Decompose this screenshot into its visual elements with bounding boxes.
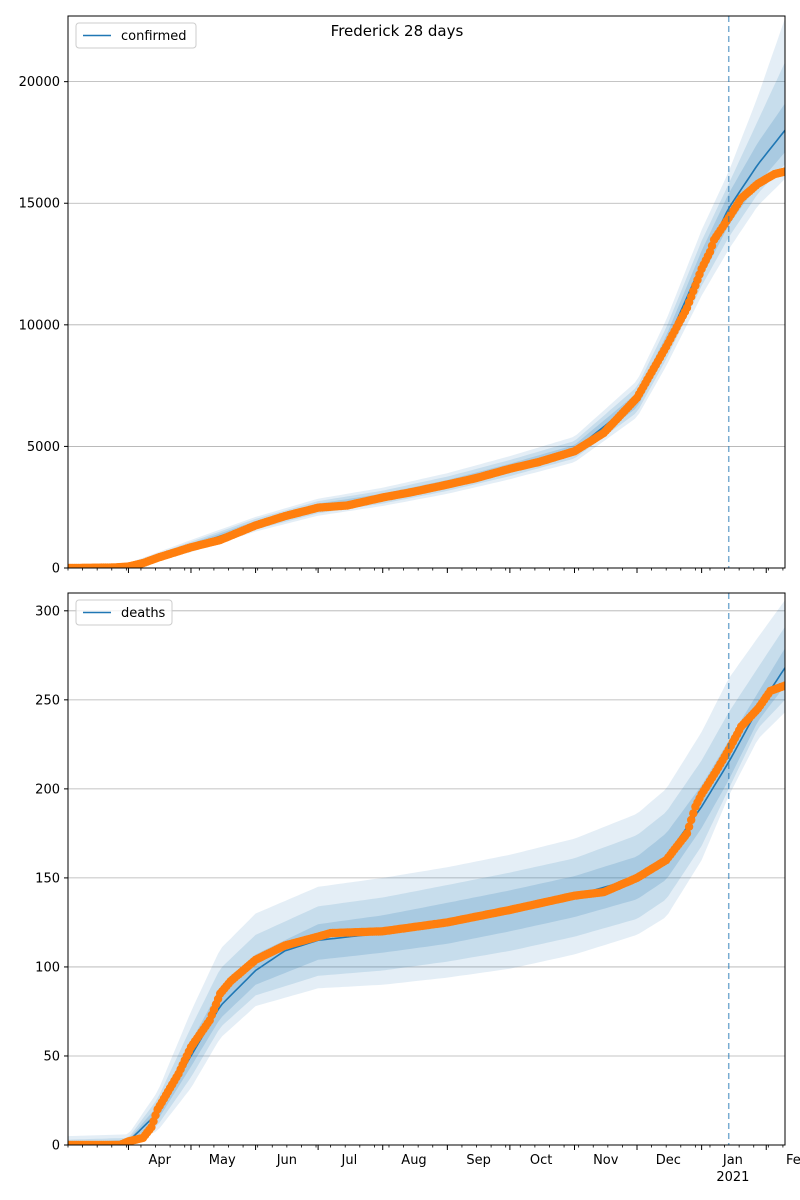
- observed-point: [689, 809, 698, 818]
- x-month-label: Apr: [148, 1153, 171, 1168]
- observed-point: [687, 815, 696, 825]
- observed-point: [682, 829, 692, 838]
- y-tick-label: 100: [35, 960, 60, 975]
- x-month-label: May: [209, 1153, 236, 1168]
- deaths-panel: 0 50 100 150 200 250 300 Apr May Jun Jul Aug Sep Oct N…: [35, 592, 800, 1185]
- y-tick-label: 200: [35, 782, 60, 797]
- x-month-label: Oct: [530, 1153, 552, 1168]
- uncertainty-band: [68, 600, 785, 1145]
- y-tick-label: 150: [35, 871, 60, 886]
- y-tick-label: 300: [35, 604, 60, 619]
- y-tick-label: 20000: [19, 75, 60, 90]
- y-tick-label: 10000: [19, 318, 60, 333]
- y-tick-label: 250: [35, 693, 60, 708]
- plot-area: [68, 18, 785, 568]
- x-month-label: Jul: [341, 1153, 358, 1168]
- axes-frame: [67, 15, 786, 569]
- legend-label: deaths: [121, 606, 166, 621]
- x-year-label: 2021: [716, 1170, 749, 1185]
- x-month-label: Feb: [786, 1153, 800, 1168]
- confirmed-panel: 0 5000 10000 15000 20000 confirmed: [19, 15, 786, 577]
- x-month-label: Nov: [593, 1153, 619, 1168]
- x-month-label: Sep: [466, 1153, 491, 1168]
- legend-label: confirmed: [121, 29, 187, 44]
- x-month-label: Jun: [276, 1153, 297, 1168]
- y-tick-label: 0: [52, 1139, 60, 1154]
- x-month-label: Aug: [401, 1153, 426, 1168]
- x-month-label: Jan: [722, 1153, 743, 1168]
- y-tick-label: 50: [43, 1049, 60, 1064]
- chart-title: Frederick 28 days: [331, 22, 464, 40]
- y-tick-label: 0: [52, 562, 60, 577]
- observed-point: [684, 822, 694, 831]
- x-month-label: Dec: [656, 1153, 681, 1168]
- observed-point: [780, 681, 785, 690]
- legend-box: [75, 599, 173, 626]
- axes-frame: [67, 592, 786, 1146]
- plot-area: [68, 600, 785, 1145]
- y-tick-label: 15000: [19, 197, 60, 212]
- observed-point: [780, 167, 785, 176]
- y-tick-label: 5000: [27, 440, 60, 455]
- legend-box: [75, 22, 197, 49]
- uncertainty-band: [68, 626, 785, 1145]
